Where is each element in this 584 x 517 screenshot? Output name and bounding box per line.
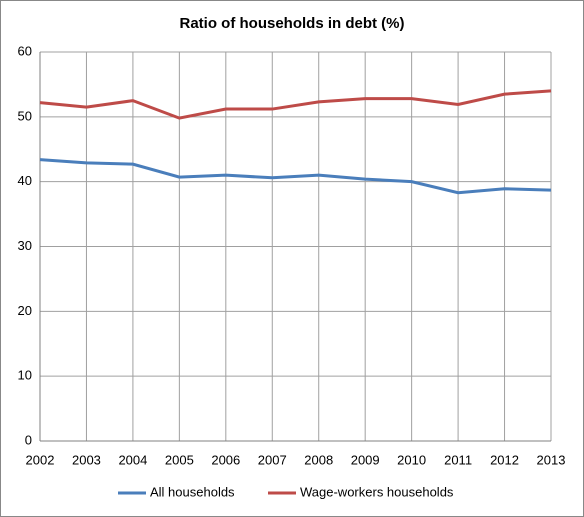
- y-tick-label: 20: [18, 303, 32, 318]
- x-tick-label: 2004: [118, 452, 147, 467]
- x-tick-label: 2005: [165, 452, 194, 467]
- series-line: [39, 89, 552, 120]
- legend-label: Wage-workers households: [300, 484, 454, 499]
- y-tick-label: 50: [18, 108, 32, 123]
- x-tick-label: 2002: [26, 452, 55, 467]
- y-tick-label: 40: [18, 173, 32, 188]
- x-tick-label: 2003: [72, 452, 101, 467]
- legend-label: All households: [150, 484, 235, 499]
- series-line: [39, 158, 552, 195]
- y-tick-label: 60: [18, 43, 32, 58]
- y-tick-label: 0: [25, 432, 32, 447]
- y-tick-label: 10: [18, 368, 32, 383]
- x-tick-label: 2006: [211, 452, 240, 467]
- x-tick-label: 2009: [351, 452, 380, 467]
- chart-title: Ratio of households in debt (%): [180, 15, 405, 32]
- x-tick-label: 2010: [397, 452, 426, 467]
- x-tick-label: 2012: [490, 452, 519, 467]
- x-tick-label: 2011: [444, 452, 472, 467]
- x-tick-label: 2007: [258, 452, 287, 467]
- y-tick-label: 30: [18, 238, 32, 253]
- x-tick-label: 2013: [537, 452, 566, 467]
- x-tick-label: 2008: [304, 452, 333, 467]
